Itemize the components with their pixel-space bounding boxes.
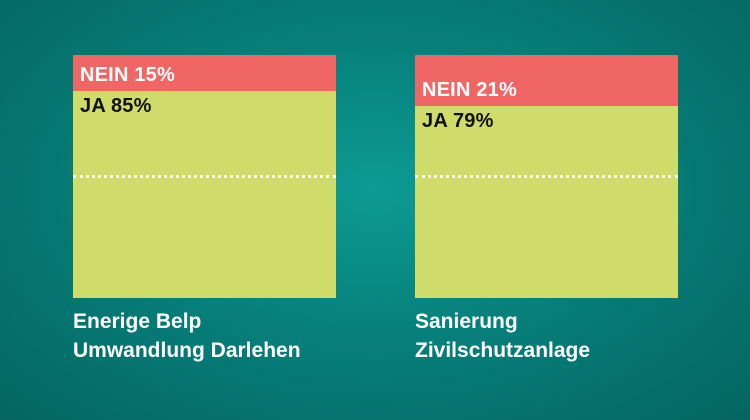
fifty-percent-line: [73, 175, 336, 178]
bar-segment-nein: [415, 55, 678, 106]
fifty-percent-line: [415, 175, 678, 178]
caption-line-1: Sanierung: [415, 310, 518, 333]
chart-caption: Enerige Belp Umwandlung Darlehen: [73, 307, 301, 365]
caption-line-2: Umwandlung Darlehen: [73, 339, 301, 362]
bar-segment-nein: [73, 55, 336, 91]
bar-segment-ja: [415, 106, 678, 298]
caption-line-1: Enerige Belp: [73, 310, 202, 333]
caption-line-2: Zivilschutzanlage: [415, 339, 591, 362]
bar-segment-ja: [73, 91, 336, 298]
chart-caption: Sanierung Zivilschutzanlage: [415, 307, 590, 365]
stacked-bar-zivilschutzanlage: NEIN 21% JA 79%: [415, 55, 678, 298]
stacked-bar-energie-belp: NEIN 15% JA 85%: [73, 55, 336, 298]
data-label-ja: JA 79%: [422, 110, 494, 132]
data-label-nein: NEIN 15%: [80, 64, 175, 86]
data-label-nein: NEIN 21%: [422, 79, 517, 101]
data-label-ja: JA 85%: [80, 95, 152, 117]
